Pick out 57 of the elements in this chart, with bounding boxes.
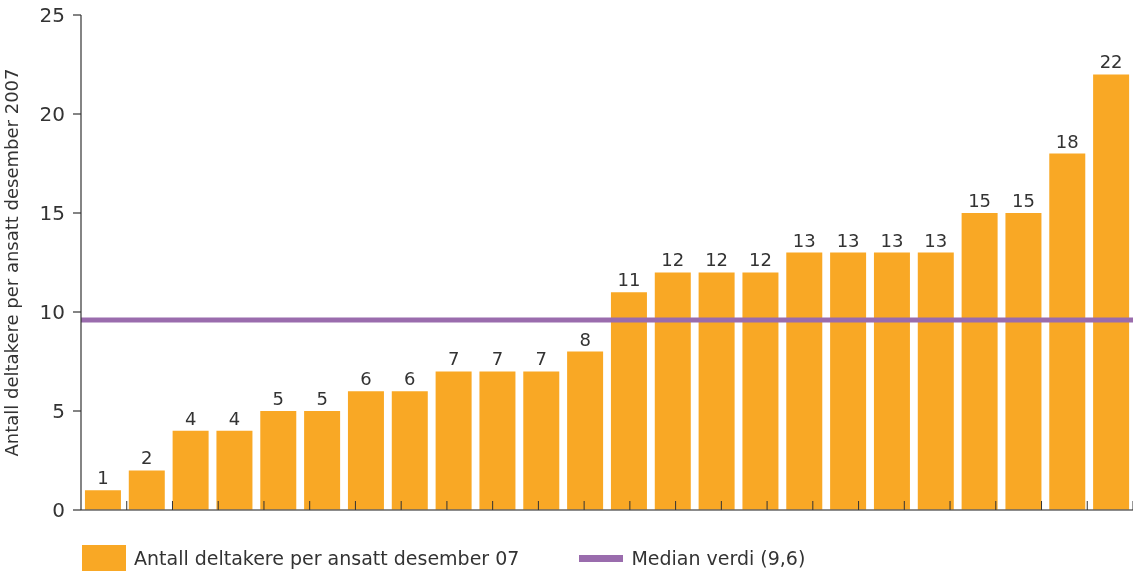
data-label: 12 <box>748 249 772 271</box>
bar <box>917 252 954 510</box>
bar <box>435 371 472 510</box>
bar <box>216 430 253 510</box>
data-label: 7 <box>535 348 547 370</box>
data-label: 13 <box>792 229 816 251</box>
y-tick-label: 15 <box>39 201 65 226</box>
data-label: 11 <box>617 269 641 291</box>
data-label: 5 <box>316 388 328 409</box>
data-label: 18 <box>1055 130 1079 152</box>
bar <box>742 272 779 510</box>
bar <box>654 272 691 510</box>
y-axis-title: Antall deltakere per ansatt desember 2007 <box>1 68 23 457</box>
y-tick-label: 25 <box>39 3 65 28</box>
bar <box>873 252 910 510</box>
bar <box>391 391 428 510</box>
bar <box>567 351 604 510</box>
y-tick-label: 0 <box>52 498 65 523</box>
y-tick-label: 20 <box>39 102 65 127</box>
bar <box>1049 153 1086 510</box>
data-label: 13 <box>924 229 948 251</box>
data-label: 6 <box>404 368 416 390</box>
data-label: 15 <box>968 190 992 211</box>
data-label: 12 <box>705 249 729 271</box>
bar <box>786 252 823 510</box>
bar <box>347 391 384 510</box>
data-label: 4 <box>228 407 241 429</box>
bar <box>961 213 998 510</box>
bar <box>84 490 121 510</box>
data-label: 22 <box>1099 51 1123 73</box>
y-tick-label: 10 <box>39 300 65 325</box>
data-label: 13 <box>880 229 904 251</box>
y-tick-label: 5 <box>52 399 65 424</box>
bar <box>304 411 341 510</box>
bar <box>260 411 297 510</box>
data-label: 1 <box>97 467 109 489</box>
data-label: 7 <box>447 348 460 370</box>
legend-label: Antall deltakere per ansatt desember 07 <box>134 547 520 569</box>
data-label: 6 <box>360 368 372 390</box>
data-label: 8 <box>579 328 591 350</box>
bar <box>1093 74 1130 510</box>
bar <box>1005 213 1042 510</box>
data-label: 15 <box>1011 190 1035 211</box>
data-label: 7 <box>491 348 504 370</box>
bar <box>523 371 560 510</box>
bar <box>610 292 647 510</box>
bar <box>830 252 867 510</box>
data-label: 5 <box>272 388 284 409</box>
data-label: 2 <box>141 447 153 469</box>
legend-label: Median verdi (9,6) <box>631 547 806 569</box>
bar <box>172 430 209 510</box>
bar <box>128 470 165 510</box>
data-label: 13 <box>836 229 860 251</box>
bar <box>479 371 516 510</box>
data-label: 12 <box>661 249 685 271</box>
bar <box>698 272 735 510</box>
data-label: 4 <box>184 407 197 429</box>
